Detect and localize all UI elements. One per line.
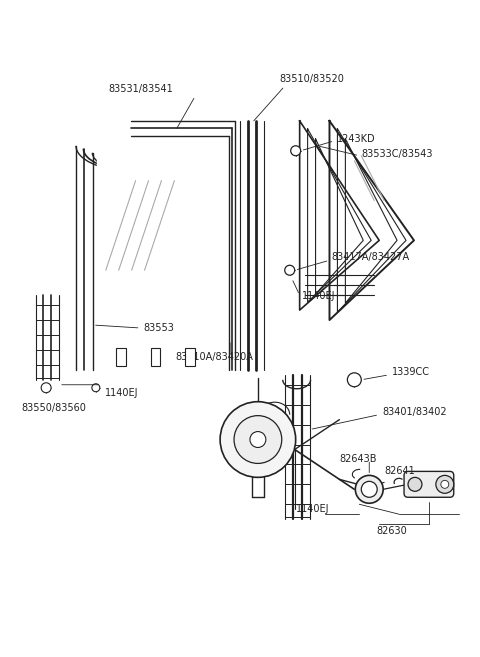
Circle shape [355, 476, 383, 503]
Circle shape [41, 383, 51, 393]
Circle shape [187, 355, 193, 361]
Text: 83510/83520: 83510/83520 [280, 74, 345, 84]
Circle shape [441, 480, 449, 488]
Text: 82643B: 82643B [339, 455, 377, 464]
Text: 83533C/83543: 83533C/83543 [361, 148, 433, 159]
Circle shape [436, 476, 454, 493]
Circle shape [408, 478, 422, 491]
Circle shape [234, 416, 282, 463]
Circle shape [92, 384, 100, 392]
Text: 83550/83560: 83550/83560 [21, 403, 86, 413]
Text: 83410A/83420A: 83410A/83420A [175, 352, 253, 362]
FancyBboxPatch shape [404, 471, 454, 497]
FancyBboxPatch shape [185, 348, 195, 366]
Circle shape [250, 432, 266, 447]
Text: 1140EJ: 1140EJ [296, 504, 329, 514]
FancyBboxPatch shape [116, 348, 126, 366]
Circle shape [291, 146, 300, 156]
Text: 82641: 82641 [384, 466, 415, 476]
Text: 1339CC: 1339CC [392, 367, 430, 377]
Circle shape [348, 373, 361, 387]
Text: 83417A/83427A: 83417A/83427A [332, 252, 409, 262]
Text: 1243KD: 1243KD [337, 134, 376, 144]
Text: 83531/83541: 83531/83541 [108, 84, 173, 94]
Text: 83553: 83553 [144, 323, 174, 333]
Circle shape [153, 355, 158, 361]
Text: 83401/83402: 83401/83402 [382, 407, 447, 417]
Circle shape [361, 482, 377, 497]
Circle shape [220, 401, 296, 478]
Text: 82630: 82630 [377, 526, 408, 536]
Circle shape [285, 265, 295, 275]
Polygon shape [97, 159, 225, 365]
Text: 1140EJ: 1140EJ [301, 291, 335, 301]
FancyBboxPatch shape [151, 348, 160, 366]
Text: 1140EJ: 1140EJ [105, 388, 138, 397]
Circle shape [118, 355, 124, 361]
